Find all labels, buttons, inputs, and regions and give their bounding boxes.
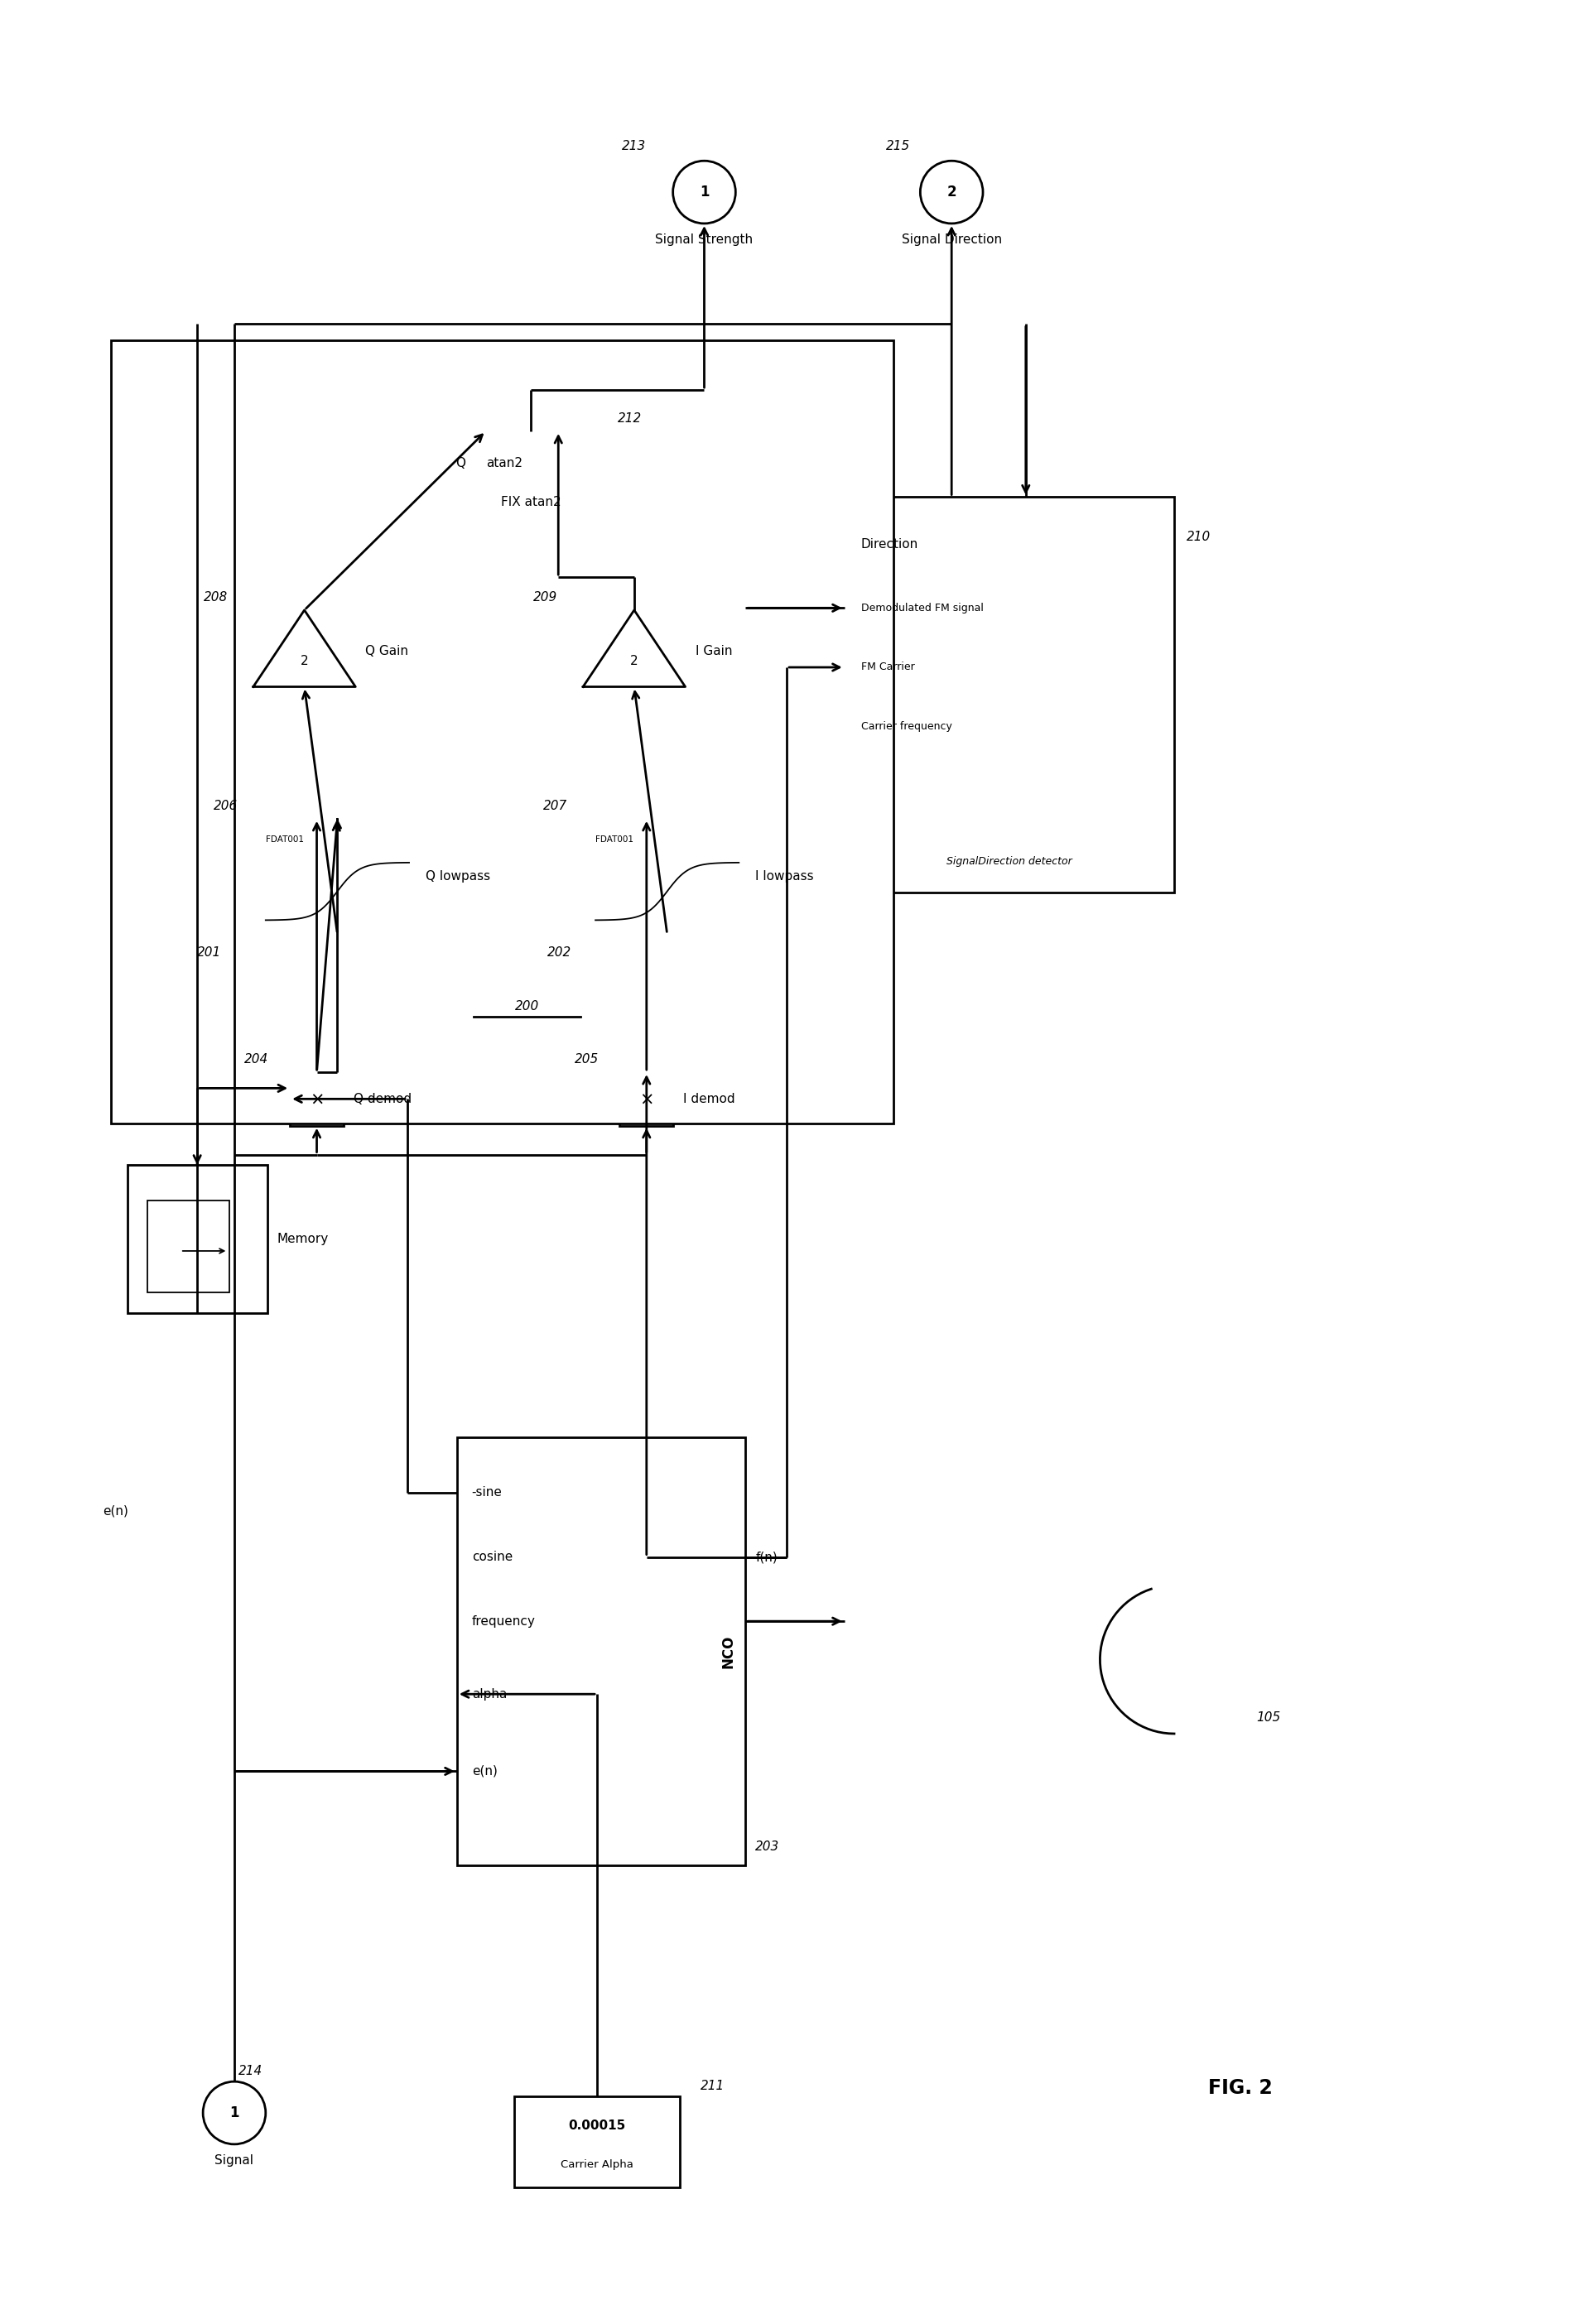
Text: alpha: alpha	[472, 1687, 507, 1701]
Text: SignalDirection detector: SignalDirection detector	[947, 855, 1073, 867]
Bar	[290, 1071, 344, 1125]
Text: Direction: Direction	[861, 539, 918, 551]
Text: I demod: I demod	[684, 1092, 735, 1106]
Text: 205: 205	[574, 1053, 599, 1064]
Bar	[128, 1164, 268, 1313]
Text: Memory: Memory	[277, 1232, 328, 1246]
Text: 202: 202	[548, 946, 572, 960]
Bar	[260, 818, 416, 934]
Text: 2: 2	[630, 655, 638, 667]
Text: Carrier Alpha: Carrier Alpha	[561, 2159, 633, 2171]
Text: Q lowpass: Q lowpass	[426, 869, 491, 883]
Text: 200: 200	[515, 999, 539, 1013]
Text: Q demod: Q demod	[354, 1092, 411, 1106]
Bar	[148, 1202, 230, 1292]
Bar	[440, 432, 622, 523]
Text: Signal: Signal	[215, 2154, 253, 2166]
Text: 208: 208	[204, 590, 228, 604]
Text: -sine: -sine	[472, 1487, 502, 1499]
Text: 210: 210	[1186, 530, 1211, 544]
Text: 211: 211	[700, 2080, 724, 2092]
Bar	[515, 2096, 679, 2187]
Text: Signal Direction: Signal Direction	[902, 232, 1001, 246]
Text: 203: 203	[756, 1841, 779, 1852]
Text: I lowpass: I lowpass	[756, 869, 815, 883]
Text: 201: 201	[198, 946, 222, 960]
Text: FIG. 2: FIG. 2	[1208, 2078, 1272, 2099]
Bar	[620, 1071, 673, 1125]
Text: Q: Q	[456, 458, 465, 469]
Text: 207: 207	[544, 799, 567, 811]
Text: atan2: atan2	[486, 458, 523, 469]
Text: FDAT001: FDAT001	[266, 834, 304, 844]
Text: 215: 215	[886, 139, 910, 153]
Text: 105: 105	[1256, 1710, 1282, 1724]
Text: frequency: frequency	[472, 1615, 536, 1627]
Text: Signal Strength: Signal Strength	[655, 232, 752, 246]
Text: FM Carrier: FM Carrier	[861, 662, 915, 672]
Text: FIX atan2: FIX atan2	[501, 495, 561, 509]
Bar	[457, 1436, 746, 1866]
Text: cosine: cosine	[472, 1550, 513, 1564]
Text: Carrier frequency: Carrier frequency	[861, 720, 952, 732]
Text: 1: 1	[700, 184, 709, 200]
Text: $\times$: $\times$	[639, 1090, 654, 1106]
Text: e(n): e(n)	[472, 1764, 497, 1778]
Text: $\times$: $\times$	[309, 1090, 324, 1106]
Text: 2: 2	[947, 184, 956, 200]
Text: Demodulated FM signal: Demodulated FM signal	[861, 602, 983, 614]
Text: 1: 1	[230, 2106, 239, 2119]
Text: 212: 212	[618, 411, 642, 425]
Text: 0.00015: 0.00015	[569, 2119, 626, 2131]
Text: 2: 2	[300, 655, 308, 667]
Text: e(n): e(n)	[102, 1506, 128, 1518]
Bar	[110, 342, 894, 1125]
Text: NCO: NCO	[720, 1634, 735, 1669]
Text: 214: 214	[239, 2066, 263, 2078]
Text: 209: 209	[534, 590, 558, 604]
Text: FDAT001: FDAT001	[596, 834, 633, 844]
Text: Q Gain: Q Gain	[365, 644, 408, 658]
Text: 213: 213	[622, 139, 646, 153]
Text: I Gain: I Gain	[695, 644, 732, 658]
Text: 206: 206	[214, 799, 238, 811]
Bar	[845, 497, 1175, 892]
Bar	[588, 818, 746, 934]
Text: f(n): f(n)	[756, 1550, 778, 1564]
Text: 204: 204	[244, 1053, 269, 1064]
